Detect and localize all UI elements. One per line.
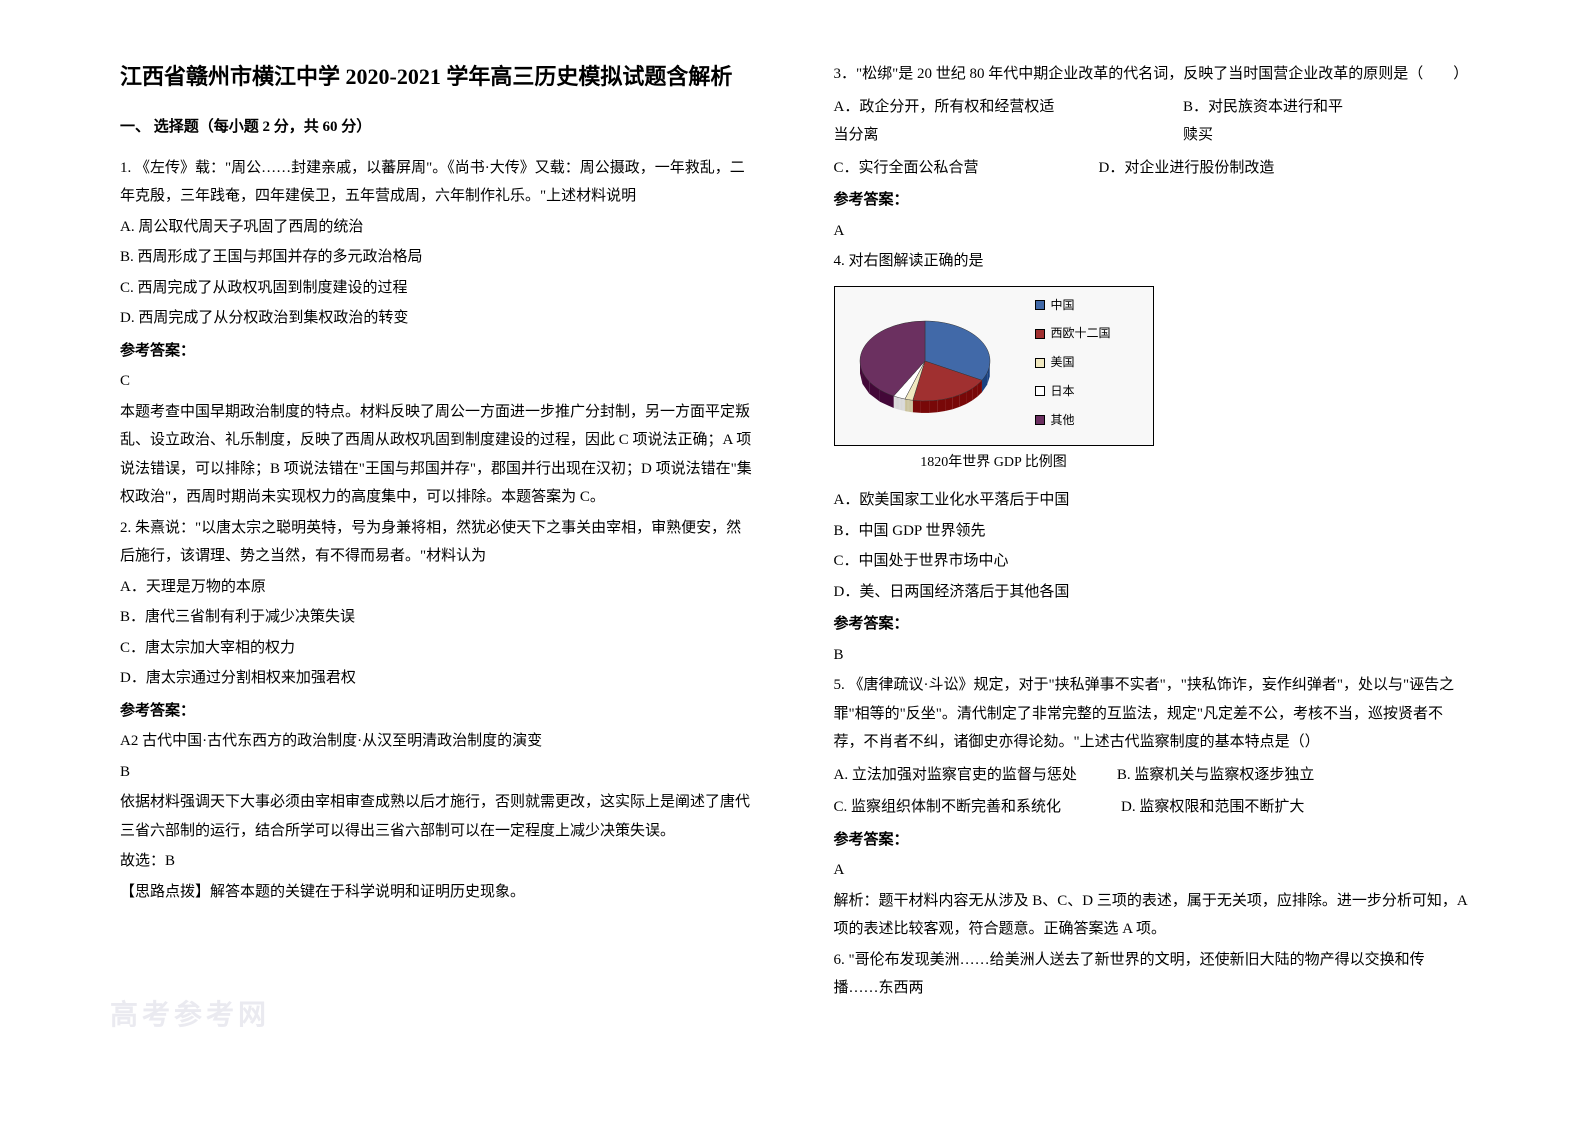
- q5-options-row-1: A. 立法加强对监察官吏的监督与惩处 B. 监察机关与监察权逐步独立: [834, 761, 1468, 790]
- q3-answer: A: [834, 217, 1468, 246]
- q4-stem: 4. 对右图解读正确的是: [834, 247, 1468, 276]
- q5-optB: B. 监察机关与监察权逐步独立: [1117, 761, 1315, 790]
- q2-answer: B: [120, 758, 754, 787]
- section-header: 一、 选择题（每小题 2 分，共 60 分）: [120, 113, 754, 142]
- q5-answer-label: 参考答案：: [834, 826, 1468, 855]
- legend-label: 西欧十二国: [1051, 322, 1111, 345]
- q1-optC: C. 西周完成了从政权巩固到制度建设的过程: [120, 274, 754, 303]
- pie-chart-caption: 1820年世界 GDP 比例图: [834, 450, 1154, 477]
- pie-legend: 中国西欧十二国美国日本其他: [1035, 294, 1111, 438]
- q2-explanation-3: 【思路点拨】解答本题的关键在于科学说明和证明历史现象。: [120, 878, 754, 907]
- legend-swatch: [1035, 329, 1045, 339]
- q1-answer-label: 参考答案：: [120, 337, 754, 366]
- q2-optB: B．唐代三省制有利于减少决策失误: [120, 603, 754, 632]
- legend-label: 日本: [1051, 380, 1075, 403]
- q5-optA: A. 立法加强对监察官吏的监督与惩处: [834, 761, 1077, 790]
- q4-optC: C．中国处于世界市场中心: [834, 547, 1468, 576]
- q3-options-row-2: C．实行全面公私合营 D．对企业进行股份制改造: [834, 154, 1468, 183]
- pie-chart: [845, 306, 1005, 426]
- page-title: 江西省赣州市横江中学 2020-2021 学年高三历史模拟试题含解析: [120, 60, 754, 93]
- pie-chart-container: 中国西欧十二国美国日本其他 1820年世界 GDP 比例图: [834, 286, 1468, 477]
- legend-item: 其他: [1035, 409, 1111, 432]
- q4-answer: B: [834, 641, 1468, 670]
- q2-optC: C．唐太宗加大宰相的权力: [120, 634, 754, 663]
- q5-answer: A: [834, 856, 1468, 885]
- q3-optD: D．对企业进行股份制改造: [1099, 154, 1275, 183]
- legend-swatch: [1035, 386, 1045, 396]
- q4-optB: B．中国 GDP 世界领先: [834, 517, 1468, 546]
- pie-chart-box: 中国西欧十二国美国日本其他: [834, 286, 1154, 446]
- q2-answer-label: 参考答案：: [120, 697, 754, 726]
- q3-optC: C．实行全面公私合营: [834, 154, 979, 183]
- q3-options-row-1: A．政企分开，所有权和经营权适当分离 B．对民族资本进行和平赎买: [834, 93, 1468, 150]
- legend-item: 西欧十二国: [1035, 322, 1111, 345]
- q5-optC: C. 监察组织体制不断完善和系统化: [834, 793, 1062, 822]
- q1-optB: B. 西周形成了王国与邦国并存的多元政治格局: [120, 243, 754, 272]
- q5-optD: D. 监察权限和范围不断扩大: [1121, 793, 1304, 822]
- q4-answer-label: 参考答案：: [834, 610, 1468, 639]
- q3-optB: B．对民族资本进行和平赎买: [1183, 93, 1347, 150]
- q2-explanation-2: 故选：B: [120, 847, 754, 876]
- legend-item: 日本: [1035, 380, 1111, 403]
- q4-optD: D．美、日两国经济落后于其他各国: [834, 578, 1468, 607]
- legend-swatch: [1035, 300, 1045, 310]
- q5-stem: 5. 《唐律疏议·斗讼》规定，对于"挟私弹事不实者"，"挟私饰诈，妄作纠弹者"，…: [834, 671, 1468, 757]
- legend-label: 中国: [1051, 294, 1075, 317]
- q1-answer: C: [120, 367, 754, 396]
- q3-answer-label: 参考答案：: [834, 186, 1468, 215]
- q3-stem: 3．"松绑"是 20 世纪 80 年代中期企业改革的代名词，反映了当时国营企业改…: [834, 60, 1468, 89]
- q2-optD: D．唐太宗通过分割相权来加强君权: [120, 664, 754, 693]
- q2-stem: 2. 朱熹说："以唐太宗之聪明英特，号为身兼将相，然犹必使天下之事关由宰相，审熟…: [120, 514, 754, 571]
- legend-swatch: [1035, 358, 1045, 368]
- watermark: 高考参考网: [110, 989, 270, 1042]
- q5-options-row-2: C. 监察组织体制不断完善和系统化 D. 监察权限和范围不断扩大: [834, 793, 1468, 822]
- pie-chart-svg: [845, 306, 1005, 426]
- legend-label: 美国: [1051, 351, 1075, 374]
- legend-label: 其他: [1051, 409, 1075, 432]
- q2-explanation-1: 依据材料强调天下大事必须由宰相审查成熟以后才施行，否则就需更改，这实际上是阐述了…: [120, 788, 754, 845]
- q1-optD: D. 西周完成了从分权政治到集权政治的转变: [120, 304, 754, 333]
- q2-answer-line: A2 古代中国·古代东西方的政治制度·从汉至明清政治制度的演变: [120, 727, 754, 756]
- q1-explanation: 本题考查中国早期政治制度的特点。材料反映了周公一方面进一步推广分封制，另一方面平…: [120, 398, 754, 512]
- legend-swatch: [1035, 415, 1045, 425]
- q6-stem: 6. "哥伦布发现美洲……给美洲人送去了新世界的文明，还使新旧大陆的物产得以交换…: [834, 946, 1468, 1003]
- q1-optA: A. 周公取代周天子巩固了西周的统治: [120, 213, 754, 242]
- legend-item: 中国: [1035, 294, 1111, 317]
- q2-optA: A．天理是万物的本原: [120, 573, 754, 602]
- q1-stem: 1. 《左传》载："周公……封建亲戚，以蕃屏周"。《尚书·大传》又载：周公摄政，…: [120, 154, 754, 211]
- q4-optA: A．欧美国家工业化水平落后于中国: [834, 486, 1468, 515]
- legend-item: 美国: [1035, 351, 1111, 374]
- q5-explanation: 解析：题干材料内容无从涉及 B、C、D 三项的表述，属于无关项，应排除。进一步分…: [834, 887, 1468, 944]
- q3-optA: A．政企分开，所有权和经营权适当分离: [834, 93, 1063, 150]
